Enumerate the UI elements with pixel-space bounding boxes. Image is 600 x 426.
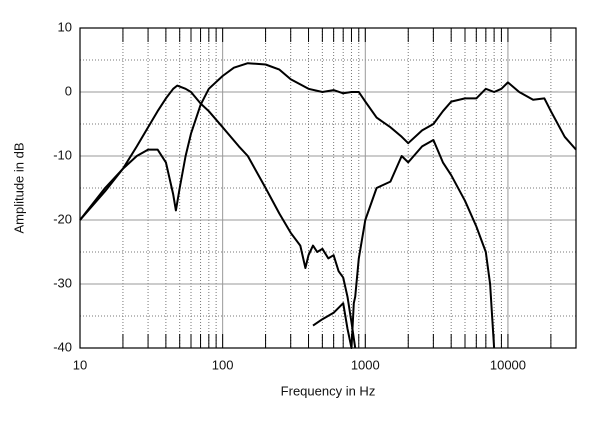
response-line bbox=[312, 139, 496, 349]
x-tick-label: 10 bbox=[73, 357, 87, 372]
y-tick-label: -10 bbox=[53, 147, 72, 162]
y-tick-label: -20 bbox=[53, 211, 72, 226]
x-tick-label: 100 bbox=[212, 357, 234, 372]
x-axis-label: Frequency in Hz bbox=[281, 383, 376, 398]
response-line bbox=[79, 62, 577, 221]
y-axis-label: Amplitude in dB bbox=[11, 142, 26, 233]
y-tick-label: -40 bbox=[53, 339, 72, 354]
plot-frame bbox=[79, 27, 577, 349]
response-line bbox=[79, 84, 357, 349]
y-tick-label: 0 bbox=[65, 83, 72, 98]
x-tick-label: 10000 bbox=[490, 357, 526, 372]
x-tick-label: 1000 bbox=[351, 357, 380, 372]
y-tick-label: -30 bbox=[53, 275, 72, 290]
y-tick-label: 10 bbox=[58, 19, 72, 34]
